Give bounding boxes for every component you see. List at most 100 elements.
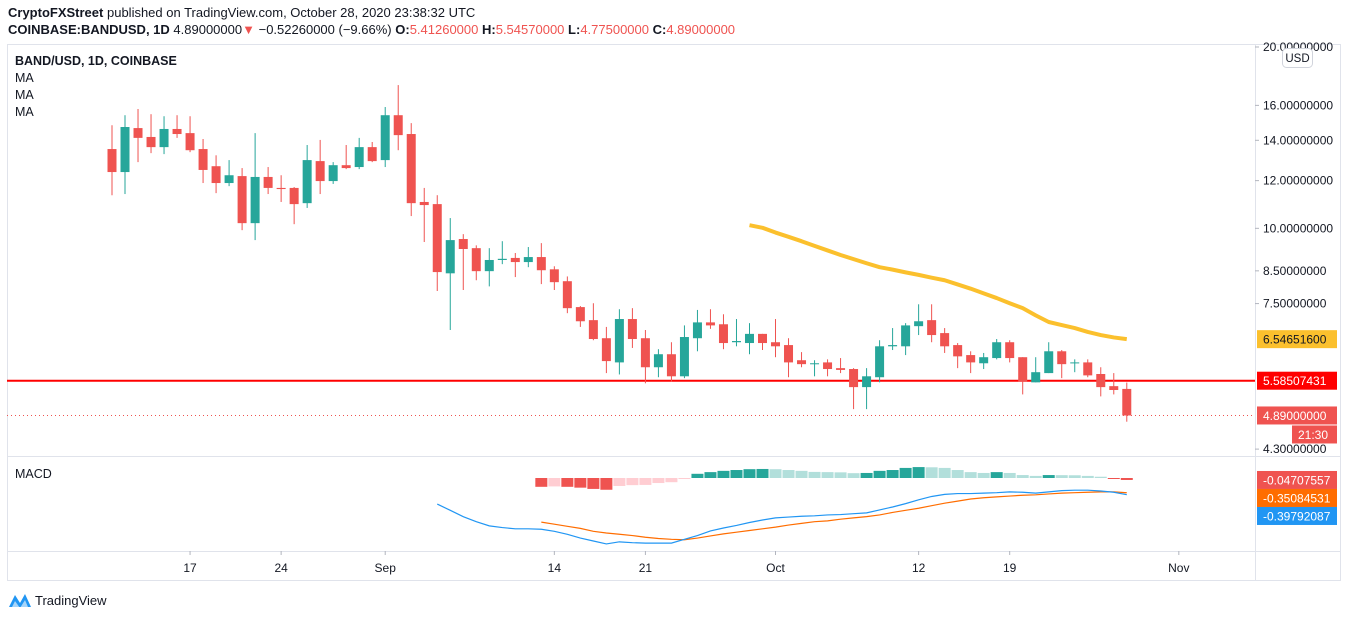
macd-histogram-bar xyxy=(587,478,600,489)
badges-layer: 6.54651600 5.58507431 4.89000000 21:30 -0.04… xyxy=(1257,330,1337,525)
candle xyxy=(406,123,416,217)
macd-histogram-bar xyxy=(782,470,795,478)
macd-histogram-bar xyxy=(834,472,847,478)
price-tick-label: 14.00000000 xyxy=(1263,133,1333,147)
candle-body xyxy=(328,165,338,182)
candle xyxy=(1031,357,1041,383)
candle-body xyxy=(549,269,559,283)
candle xyxy=(484,248,494,287)
candle-body xyxy=(445,240,455,274)
ma-line[interactable] xyxy=(749,223,1128,342)
candle-body xyxy=(692,322,702,339)
candle xyxy=(445,218,455,330)
time-tick-label: Oct xyxy=(766,561,785,575)
legend-title[interactable]: BAND/USD, 1D, COINBASE xyxy=(15,54,177,68)
candle-body xyxy=(810,363,820,365)
close-label: C: xyxy=(652,22,667,37)
macd-histogram-bar xyxy=(951,470,964,478)
candle xyxy=(432,195,442,291)
time-tick-label: 12 xyxy=(912,561,926,575)
candle-body xyxy=(172,128,182,135)
candle xyxy=(862,368,872,410)
candle-body xyxy=(107,149,117,173)
macd-histogram-bar xyxy=(886,470,899,478)
macd-histogram-bar xyxy=(665,478,678,483)
candle-body xyxy=(784,345,794,363)
candle-body xyxy=(823,362,833,370)
macd-histogram-bar xyxy=(977,472,990,478)
candle xyxy=(1057,350,1067,379)
candle-body xyxy=(640,338,650,368)
last-price-badge: 4.89000000 xyxy=(1257,406,1337,425)
candle xyxy=(927,304,937,343)
candle-body xyxy=(302,160,312,204)
legend: BAND/USD, 1D, COINBASE MA MA MA MACD xyxy=(15,54,177,481)
ma-layer xyxy=(749,223,1128,342)
candle-body xyxy=(601,338,611,362)
macd-histogram-bar xyxy=(912,467,925,478)
candle xyxy=(653,349,663,378)
macd-histogram-bar xyxy=(1016,475,1029,478)
candle xyxy=(875,340,885,383)
macd-histogram-bar xyxy=(704,472,717,478)
candle-body xyxy=(979,357,989,364)
currency-button[interactable]: USD xyxy=(1282,48,1313,68)
candle-body xyxy=(888,345,898,347)
candle-body xyxy=(875,346,885,378)
candle-body xyxy=(940,333,950,347)
candle-body xyxy=(289,187,299,205)
time-tick-label: Nov xyxy=(1168,561,1189,575)
candle xyxy=(419,187,429,243)
candle xyxy=(810,360,820,377)
candle-body xyxy=(458,239,468,250)
footer-brand[interactable]: TradingView xyxy=(8,591,107,609)
high-label: H: xyxy=(482,22,496,37)
level-value-badge-text: 5.58507431 xyxy=(1263,374,1327,388)
candle xyxy=(523,247,533,268)
triangle-down-icon: ▼ xyxy=(242,22,255,37)
candle-body xyxy=(484,259,494,272)
candle-body xyxy=(380,115,390,161)
time-tick-label: Sep xyxy=(375,561,397,575)
candle xyxy=(211,155,221,194)
candle-body xyxy=(250,176,260,224)
price-tick-label: 10.00000000 xyxy=(1263,221,1333,235)
candle xyxy=(393,85,403,151)
open-label: O: xyxy=(395,22,410,37)
candle xyxy=(575,306,585,327)
candle-body xyxy=(849,369,859,388)
macd-histogram-bar xyxy=(964,472,977,478)
candle-body xyxy=(276,187,286,190)
macd-histogram-bar xyxy=(925,467,938,478)
candle xyxy=(510,252,520,278)
candle-body xyxy=(679,337,689,377)
candle xyxy=(627,308,637,348)
candle-body xyxy=(406,134,416,204)
candle xyxy=(471,245,481,281)
macd-histogram-bar xyxy=(899,467,912,478)
candle xyxy=(849,368,859,410)
legend-ma-3[interactable]: MA xyxy=(15,105,34,119)
macd-histogram-bar xyxy=(756,468,769,478)
candle xyxy=(758,333,767,351)
candle xyxy=(380,107,390,168)
candle-body xyxy=(718,324,728,344)
candle-body xyxy=(614,319,624,363)
legend-ma-1[interactable]: MA xyxy=(15,71,34,85)
open-value: 5.41260000 xyxy=(409,22,479,37)
countdown-badge: 21:30 xyxy=(1292,425,1337,444)
macd-histogram-bar xyxy=(561,478,574,487)
candle-body xyxy=(1018,357,1028,382)
legend-macd[interactable]: MACD xyxy=(15,467,52,481)
candle xyxy=(979,352,989,370)
candle xyxy=(614,309,624,375)
candle xyxy=(107,125,117,196)
author-name[interactable]: CryptoFXStreet xyxy=(8,5,104,20)
candle xyxy=(237,168,247,231)
candle xyxy=(1044,342,1054,374)
candle-body xyxy=(992,342,1002,359)
legend-ma-2[interactable]: MA xyxy=(15,88,34,102)
candle xyxy=(120,115,130,195)
macd-histogram-bar xyxy=(1094,476,1107,478)
